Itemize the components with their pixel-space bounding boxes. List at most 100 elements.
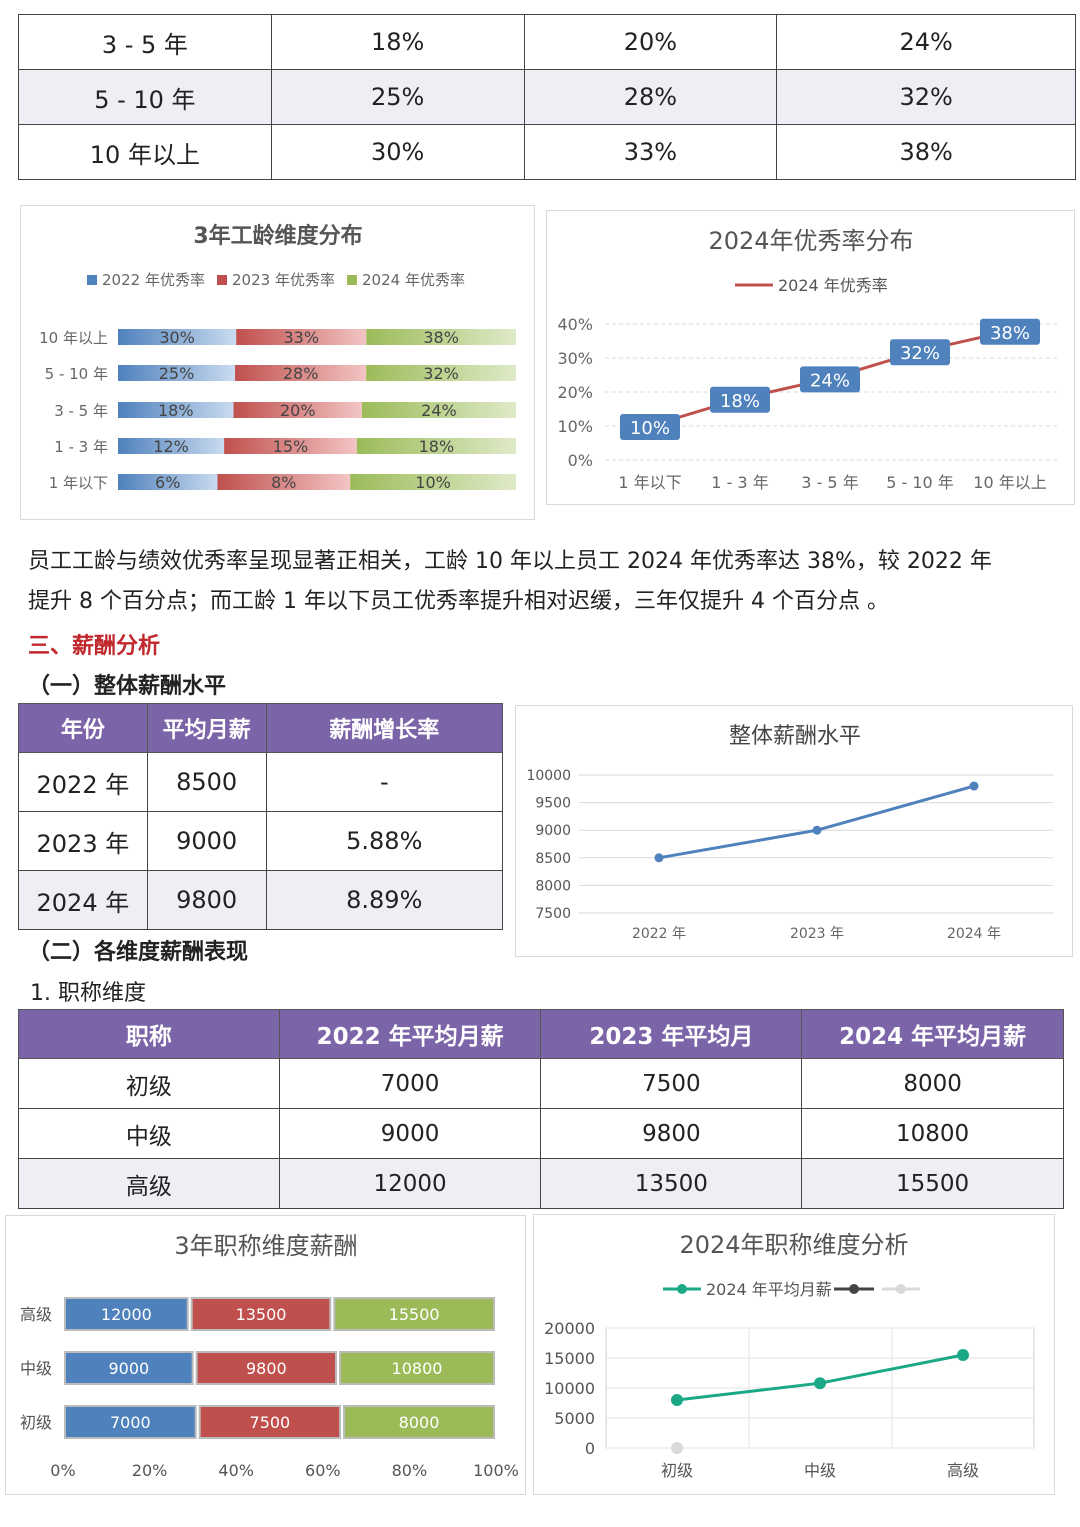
data-label-box: [980, 318, 1040, 345]
data-label: 15500: [389, 1305, 440, 1324]
data-label: 18%: [419, 437, 455, 456]
subsection-heading: （二）各维度薪酬表现: [28, 940, 249, 965]
y-tick-label: 10%: [557, 417, 593, 436]
bar-segment: [236, 329, 367, 345]
title-salary-table: 职称 2022 年平均月薪 2023 年平均月 2024 年平均月薪 初级 70…: [18, 1009, 1064, 1209]
legend-marker: [896, 1284, 906, 1294]
data-label: 10%: [415, 473, 451, 492]
data-label: 28%: [283, 364, 319, 383]
y-tick-label: 20000: [544, 1319, 595, 1338]
table-row: 3 - 5 年 18% 20% 24%: [18, 14, 1076, 70]
category-label: 10 年以上: [39, 329, 108, 347]
table-cell: 13500: [540, 1158, 803, 1209]
bar-segment: [233, 402, 362, 418]
y-tick-label: 8000: [535, 878, 571, 894]
x-tick-label: 80%: [392, 1461, 428, 1480]
column-header: 2024 年平均月薪: [801, 1009, 1064, 1059]
data-label: 25%: [159, 364, 195, 383]
bar-segment: [190, 1297, 332, 1331]
table-cell: 5 - 10 年: [18, 69, 272, 125]
y-tick-label: 30%: [557, 349, 593, 368]
column-header: 职称: [18, 1009, 280, 1059]
table-row: 2024 年 9800 8.89%: [18, 870, 504, 930]
category-label: 1 年以下: [49, 474, 108, 492]
legend-marker: [677, 1284, 687, 1294]
column-header: 平均月薪: [146, 703, 267, 753]
data-label: 12%: [153, 437, 189, 456]
x-tick-label: 1 年以下: [618, 473, 681, 492]
table-cell: 2024 年: [18, 870, 148, 930]
y-tick-label: 10000: [526, 768, 571, 784]
bar-segment: [118, 474, 218, 490]
x-tick-label: 60%: [305, 1461, 341, 1480]
table-cell: 20%: [523, 14, 778, 70]
bar-segment: [350, 474, 516, 490]
table-cell: 33%: [523, 124, 778, 180]
x-tick-label: 中级: [804, 1461, 836, 1480]
data-label: 6%: [155, 473, 180, 492]
data-label: 38%: [990, 323, 1030, 344]
category-label: 5 - 10 年: [45, 365, 108, 383]
category-label: 3 - 5 年: [54, 402, 108, 420]
table-row: 5 - 10 年 25% 28% 32%: [18, 69, 1076, 125]
data-point: [969, 781, 979, 791]
data-label: 10%: [630, 418, 670, 439]
chart-title: 3年工龄维度分布: [193, 223, 362, 249]
y-tick-label: 7500: [535, 906, 571, 922]
data-point: [671, 1442, 683, 1454]
subsection-heading: （一）整体薪酬水平: [28, 674, 227, 699]
table-cell: 初级: [18, 1058, 280, 1109]
data-label: 9800: [246, 1359, 287, 1378]
table-cell: 10 年以上: [18, 124, 272, 180]
data-label-box: [620, 414, 680, 440]
legend-label: 2024 年优秀率: [778, 276, 888, 295]
bar-segment: [118, 438, 225, 454]
table-row: 中级 9000 9800 10800: [18, 1108, 1064, 1159]
table-cell: 30%: [270, 124, 525, 180]
x-tick-label: 1 - 3 年: [711, 473, 768, 492]
table-cell: 2023 年: [18, 811, 148, 871]
table-cell: 7500: [540, 1058, 803, 1109]
table-cell: 32%: [776, 69, 1076, 125]
table-cell: 高级: [18, 1158, 280, 1209]
table-row: 10 年以上 30% 33% 38%: [18, 124, 1076, 180]
table-cell: 28%: [523, 69, 778, 125]
table-cell: 12000: [278, 1158, 542, 1209]
x-tick-label: 初级: [661, 1461, 693, 1480]
data-label: 7500: [250, 1413, 291, 1432]
table-cell: -: [265, 752, 504, 812]
data-label: 10800: [392, 1359, 443, 1378]
table-cell: 24%: [776, 14, 1076, 70]
table-row: 初级 7000 7500 8000: [18, 1058, 1064, 1109]
data-label: 38%: [423, 328, 459, 347]
overall-salary-chart: 整体薪酬水平 7500 8000 8500 9000 9500 10000 2022 年 202…: [515, 705, 1073, 957]
column-header: 年份: [18, 703, 148, 753]
bar-segment: [198, 1405, 342, 1439]
data-label: 8%: [271, 473, 296, 492]
data-label: 8000: [399, 1413, 440, 1432]
data-label: 15%: [273, 437, 309, 456]
category-label: 高级: [20, 1305, 52, 1324]
x-tick-label: 40%: [218, 1461, 254, 1480]
data-label-box: [800, 366, 860, 393]
data-label: 24%: [421, 401, 457, 420]
data-label: 24%: [810, 370, 850, 391]
y-tick-label: 40%: [557, 315, 593, 334]
y-tick-label: 0%: [568, 451, 593, 470]
bar-segment: [361, 402, 516, 418]
chart-title: 2024年优秀率分布: [708, 227, 913, 255]
bar-segment: [118, 402, 234, 418]
data-label-box: [710, 386, 770, 413]
table-row: 2023 年 9000 5.88%: [18, 811, 504, 871]
table-cell: 9000: [146, 811, 267, 871]
category-label: 1 - 3 年: [54, 438, 108, 456]
x-tick-label: 100%: [473, 1461, 519, 1480]
bar-segment: [64, 1297, 189, 1331]
tenure-table: 3 - 5 年 18% 20% 24% 5 - 10 年 25% 28% 32%…: [18, 14, 1076, 180]
column-header: 薪酬增长率: [265, 703, 504, 753]
bar-segment: [64, 1351, 194, 1385]
table-cell: 18%: [270, 14, 525, 70]
table-cell: 2022 年: [18, 752, 148, 812]
x-tick-label: 0%: [50, 1461, 75, 1480]
overall-salary-svg: 整体薪酬水平 7500 8000 8500 9000 9500 10000 2022 年 202…: [526, 724, 1053, 942]
